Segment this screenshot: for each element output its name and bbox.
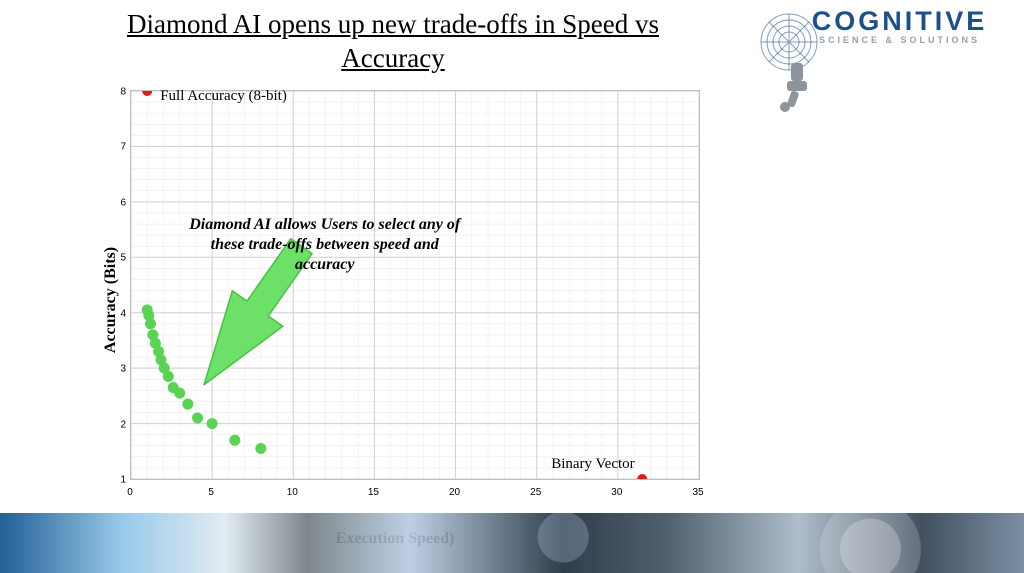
x-tick-label: 15	[368, 487, 379, 498]
data-point	[637, 474, 647, 479]
data-point	[163, 371, 174, 382]
x-tick-label: 5	[208, 487, 214, 498]
y-tick-label: 3	[112, 364, 126, 375]
slide-title: Diamond AI opens up new trade-offs in Sp…	[88, 8, 698, 76]
y-tick-label: 2	[112, 419, 126, 430]
data-point	[142, 91, 152, 96]
data-point	[145, 318, 156, 329]
data-point	[192, 413, 203, 424]
robot-arm-icon	[777, 61, 817, 116]
point-label: Binary Vector	[551, 456, 634, 473]
x-tick-label: 35	[692, 487, 703, 498]
y-tick-label: 6	[112, 197, 126, 208]
data-point	[182, 399, 193, 410]
plot-svg	[131, 91, 699, 479]
y-tick-label: 4	[112, 308, 126, 319]
y-tick-label: 7	[112, 142, 126, 153]
point-label: Full Accuracy (8-bit)	[160, 88, 287, 105]
data-point	[174, 388, 185, 399]
slide-root: Diamond AI opens up new trade-offs in Sp…	[0, 0, 1024, 573]
plot-area	[130, 90, 700, 480]
y-tick-label: 1	[112, 475, 126, 486]
x-tick-label: 20	[449, 487, 460, 498]
x-tick-label: 30	[611, 487, 622, 498]
footer-banner	[0, 513, 1024, 573]
data-point	[207, 418, 218, 429]
logo-brand-text: COGNITIVE	[787, 6, 1012, 37]
x-tick-label: 25	[530, 487, 541, 498]
x-tick-label: 0	[127, 487, 133, 498]
data-point	[255, 443, 266, 454]
x-tick-label: 10	[287, 487, 298, 498]
logo-subline-text: SCIENCE & SOLUTIONS	[787, 35, 1012, 45]
chart-annotation: Diamond AI allows Users to select any of…	[180, 215, 470, 275]
brand-logo: COGNITIVE SCIENCE & SOLUTIONS	[787, 6, 1012, 45]
chart-container: Accuracy (Bits) Execution Speed) Full Ac…	[90, 90, 700, 510]
y-tick-label: 8	[112, 87, 126, 98]
data-point	[229, 435, 240, 446]
y-tick-label: 5	[112, 253, 126, 264]
